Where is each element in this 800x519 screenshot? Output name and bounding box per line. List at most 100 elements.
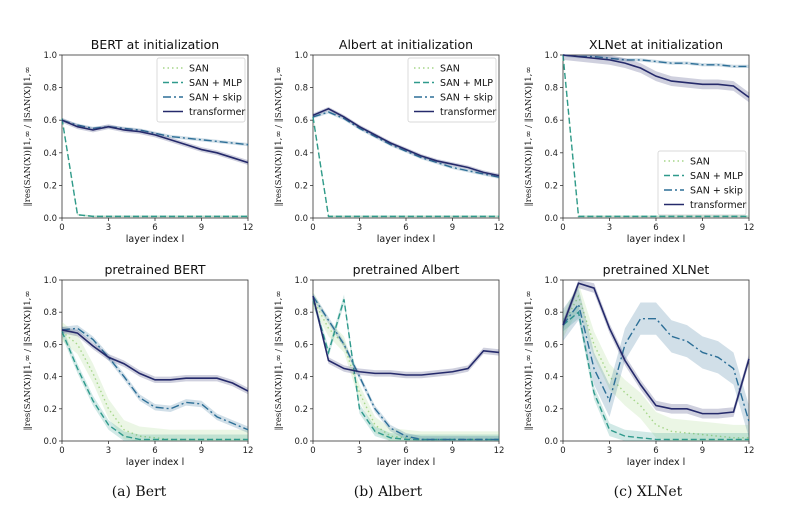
legend-box — [156, 57, 246, 123]
legend: SAN SAN + MLP SAN + skip transformer — [407, 57, 497, 123]
y-tick-label: 1.0 — [544, 276, 558, 286]
x-tick-label: 3 — [607, 446, 612, 456]
x-tick-label: 3 — [106, 446, 111, 456]
y-tick-label: 0.8 — [294, 308, 308, 318]
x-tick-label: 0 — [560, 446, 565, 456]
legend-label: transformer — [440, 107, 496, 118]
series-line — [562, 282, 750, 415]
x-axis-label: layer index l — [627, 457, 686, 468]
legend-label: transformer — [189, 107, 245, 118]
x-tick-label: 0 — [59, 223, 64, 233]
y-tick-label: 0.0 — [294, 214, 308, 224]
y-tick-label: 0.8 — [544, 308, 558, 318]
x-tick-label: 6 — [653, 446, 658, 456]
series-line — [61, 329, 249, 392]
chart-title: BERT at initialization — [91, 37, 219, 52]
y-axis-label: ‖res(SAN(X))‖1,∞ / ‖SAN(X)‖1,∞ — [523, 67, 534, 207]
chart-panel-0: BERT at initialization 0.0 0.2 0.4 0.6 0.8 1.0… — [22, 37, 253, 245]
legend-label: SAN + MLP — [189, 78, 242, 89]
y-tick-label: 0.2 — [294, 405, 308, 415]
x-tick-label: 12 — [744, 223, 755, 233]
series-line — [562, 54, 749, 68]
x-tick-label: 9 — [450, 223, 455, 233]
x-tick-label: 12 — [494, 223, 505, 233]
chart-title: pretrained XLNet — [603, 262, 710, 277]
y-tick-label: 0.0 — [43, 437, 57, 447]
series-line — [562, 302, 750, 422]
x-tick-label: 6 — [152, 223, 157, 233]
series-line — [312, 295, 499, 441]
x-tick-label: 6 — [152, 446, 157, 456]
y-axis-label: ‖res(SAN(X))‖1,∞ / ‖SAN(X)‖1,∞ — [273, 291, 284, 431]
legend: SAN SAN + MLP SAN + skip transformer — [156, 57, 246, 123]
legend-label: SAN + MLP — [440, 78, 493, 89]
series-line — [312, 107, 500, 177]
series-band — [313, 106, 499, 178]
y-tick-label: 1.0 — [43, 51, 57, 61]
y-tick-label: 0.4 — [43, 149, 57, 159]
plot-frame — [312, 279, 500, 442]
legend-label: SAN + skip — [440, 93, 493, 104]
chart-panel-5: pretrained XLNet 0.0 0.2 0.4 0.6 0.8 1.0 0 3 6 9 12… — [523, 262, 754, 468]
x-tick-label: 0 — [310, 223, 315, 233]
y-tick-label: 0.4 — [43, 373, 57, 383]
legend-label: SAN + MLP — [690, 171, 743, 182]
legend-label: SAN + skip — [189, 93, 242, 104]
y-tick-label: 1.0 — [544, 51, 558, 61]
y-tick-label: 0.2 — [43, 181, 57, 191]
series-line — [61, 331, 248, 441]
legend-box — [407, 57, 497, 123]
y-tick-label: 0.8 — [43, 84, 57, 94]
x-tick-label: 3 — [607, 223, 612, 233]
series-line — [61, 118, 248, 218]
y-tick-label: 0.2 — [294, 181, 308, 191]
series-band — [62, 325, 248, 433]
x-tick-label: 9 — [700, 223, 705, 233]
x-tick-label: 6 — [653, 223, 658, 233]
y-tick-label: 0.0 — [43, 214, 57, 224]
y-tick-label: 0.0 — [544, 437, 558, 447]
series-band — [313, 291, 499, 441]
series-band — [62, 321, 248, 441]
x-axis-label: layer index l — [627, 234, 686, 245]
caption-c: (c) XLNet — [613, 484, 683, 500]
series-band — [563, 55, 749, 103]
series-line — [562, 54, 749, 218]
y-axis-label: ‖res(SAN(X))‖1,∞ / ‖SAN(X)‖1,∞ — [523, 291, 534, 431]
x-tick-label: 12 — [494, 446, 505, 456]
y-tick-label: 0.8 — [544, 84, 558, 94]
y-tick-label: 0.8 — [43, 308, 57, 318]
chart-title: pretrained Albert — [353, 262, 460, 277]
x-tick-label: 6 — [403, 446, 408, 456]
x-tick-label: 12 — [744, 446, 755, 456]
y-axis-label: ‖res(SAN(X))‖1,∞ / ‖SAN(X)‖1,∞ — [273, 67, 284, 207]
y-tick-label: 0.6 — [43, 340, 57, 350]
series-line — [562, 54, 750, 99]
caption-a: (a) Bert — [111, 484, 167, 500]
x-tick-label: 9 — [700, 446, 705, 456]
y-tick-label: 0.8 — [294, 84, 308, 94]
legend-label: SAN — [440, 64, 460, 75]
legend-label: SAN — [690, 157, 710, 168]
caption-b: (b) Albert — [353, 484, 423, 500]
series-line — [61, 327, 249, 431]
x-tick-label: 3 — [106, 223, 111, 233]
x-tick-label: 0 — [59, 446, 64, 456]
y-tick-label: 0.2 — [544, 181, 558, 191]
x-tick-label: 12 — [243, 446, 254, 456]
y-tick-label: 0.2 — [43, 405, 57, 415]
x-tick-label: 3 — [357, 223, 362, 233]
y-tick-label: 0.0 — [294, 437, 308, 447]
x-tick-label: 6 — [403, 223, 408, 233]
legend-label: transformer — [690, 200, 746, 211]
x-tick-label: 0 — [310, 446, 315, 456]
y-tick-label: 0.6 — [294, 340, 308, 350]
y-tick-label: 0.6 — [544, 340, 558, 350]
y-tick-label: 0.4 — [544, 373, 558, 383]
y-tick-label: 0.4 — [294, 373, 308, 383]
series-band — [62, 118, 248, 147]
x-tick-label: 12 — [243, 223, 254, 233]
x-tick-label: 9 — [199, 446, 204, 456]
series-line — [312, 299, 499, 441]
y-tick-label: 1.0 — [43, 276, 57, 286]
